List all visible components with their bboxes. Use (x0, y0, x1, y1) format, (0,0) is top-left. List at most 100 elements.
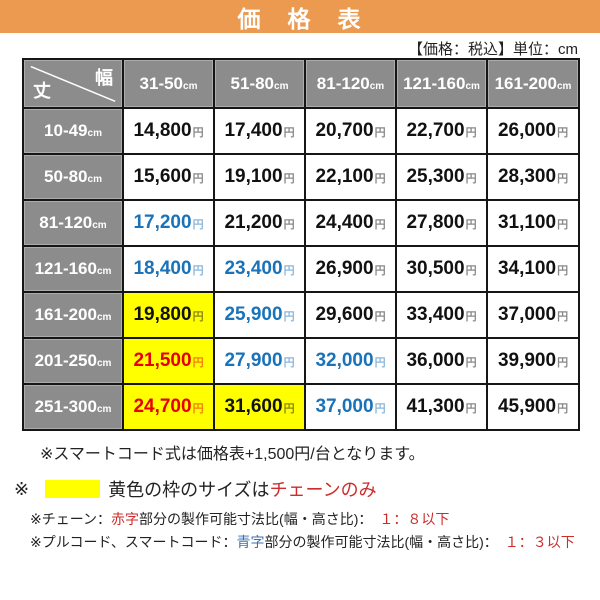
note-segment: 部分の製作可能寸法比(幅・高さ比)： (264, 534, 491, 550)
yen-suffix: 円 (465, 311, 477, 323)
price-cell: 17,200円 (122, 199, 215, 247)
yen-suffix: 円 (192, 357, 204, 369)
diagonal-line-icon (30, 65, 116, 103)
price-value: 37,000 (315, 396, 374, 417)
price-cell: 37,000円 (304, 383, 397, 431)
col-header: 81-120cm (304, 58, 397, 109)
price-cell: 26,900円 (304, 245, 397, 293)
yen-suffix: 円 (557, 357, 569, 369)
note-segment: １：３以下 (490, 534, 575, 550)
row-header-unit: cm (96, 312, 112, 323)
yen-suffix: 円 (374, 311, 386, 323)
yellow-swatch (45, 480, 101, 498)
yen-suffix: 円 (374, 265, 386, 277)
price-value: 31,100 (497, 212, 557, 233)
price-value: 17,200 (133, 212, 192, 233)
yen-suffix: 円 (557, 265, 569, 277)
note2-red-text: チェーンのみ (269, 480, 377, 500)
page-title: 価 格 表 (237, 5, 363, 32)
row-header-range: 161-200 (34, 305, 97, 324)
price-cell: 31,600円 (213, 383, 306, 431)
yen-suffix: 円 (374, 173, 386, 185)
price-cell: 19,800円 (122, 291, 215, 339)
price-value: 22,100 (315, 166, 374, 187)
yen-suffix: 円 (192, 265, 204, 277)
table-corner-cell: 幅丈 (22, 58, 124, 109)
price-value: 37,000 (497, 304, 557, 325)
price-cell: 24,700円 (122, 383, 215, 431)
yen-suffix: 円 (557, 127, 569, 139)
yen-suffix: 円 (192, 403, 204, 415)
row-header-range: 201-250 (34, 351, 97, 370)
price-cell: 22,700円 (395, 107, 488, 155)
yen-suffix: 円 (283, 357, 295, 369)
yen-suffix: 円 (283, 403, 295, 415)
col-header-unit: cm (274, 80, 289, 92)
row-header-range: 251-300 (34, 397, 97, 416)
yen-suffix: 円 (557, 403, 569, 415)
col-header: 31-50cm (122, 58, 215, 109)
price-value: 45,900 (497, 396, 557, 417)
row-header-range: 10-49 (44, 121, 88, 140)
note2-text: 黄色の枠のサイズは (108, 480, 270, 500)
price-value: 25,900 (224, 304, 283, 325)
table-row: 201-250cm 21,500円 27,900円 32,000円 36,000円 39,… (22, 337, 580, 385)
note-chain-ratio: ※チェーン：赤字部分の製作可能寸法比(幅・高さ比)： １：８以下 (30, 509, 600, 529)
note-yellow-legend: ※ 黄色の枠のサイズは チェーンのみ (14, 476, 600, 502)
row-header: 10-49cm (22, 107, 124, 155)
col-header-unit: cm (465, 80, 480, 92)
yen-suffix: 円 (374, 403, 386, 415)
yen-suffix: 円 (557, 219, 569, 231)
yen-suffix: 円 (465, 403, 477, 415)
price-value: 27,800 (406, 212, 465, 233)
yen-suffix: 円 (374, 127, 386, 139)
yen-suffix: 円 (465, 219, 477, 231)
price-cell: 29,600円 (304, 291, 397, 339)
table-row: 161-200cm 19,800円 25,900円 29,600円 33,400円 37,… (22, 291, 580, 339)
col-header: 121-160cm (395, 58, 488, 109)
yen-suffix: 円 (283, 265, 295, 277)
price-value: 31,600 (224, 396, 283, 417)
price-cell: 27,900円 (213, 337, 306, 385)
col-header-unit: cm (369, 80, 385, 92)
yen-suffix: 円 (192, 127, 204, 139)
price-value: 20,700 (315, 120, 374, 141)
price-value: 41,300 (406, 396, 465, 417)
price-value: 15,600 (133, 166, 192, 187)
row-header: 81-120cm (22, 199, 124, 247)
price-cell: 24,400円 (304, 199, 397, 247)
price-cell: 23,400円 (213, 245, 306, 293)
price-cell: 36,000円 (395, 337, 488, 385)
yen-suffix: 円 (192, 219, 204, 231)
col-header-unit: cm (183, 80, 198, 92)
yen-suffix: 円 (374, 219, 386, 231)
row-header-unit: cm (96, 266, 112, 277)
note-smartcord: ※スマートコード式は価格表+1,500円/台となります。 (40, 446, 425, 463)
row-header-unit: cm (96, 404, 112, 415)
yen-suffix: 円 (557, 173, 569, 185)
price-value: 17,400 (224, 120, 283, 141)
yen-suffix: 円 (192, 173, 204, 185)
price-table: 幅丈 31-50cm 51-80cm 81-120cm 121-160cm 161-200… (22, 58, 580, 431)
row-header: 251-300cm (22, 383, 124, 431)
note-segment: ※プルコード、スマートコード： (30, 534, 237, 550)
yen-suffix: 円 (465, 357, 477, 369)
row-header: 201-250cm (22, 337, 124, 385)
price-value: 27,900 (224, 350, 283, 371)
yen-suffix: 円 (283, 173, 295, 185)
col-header-unit: cm (556, 80, 572, 92)
col-header-range: 31-50 (139, 73, 184, 93)
row-header-range: 81-120 (39, 213, 93, 232)
price-cell: 37,000円 (486, 291, 580, 339)
corner-label-width: 幅 (95, 68, 113, 88)
price-cell: 25,900円 (213, 291, 306, 339)
note-segment: 赤字 (111, 511, 140, 527)
price-cell: 45,900円 (486, 383, 580, 431)
table-row: 10-49cm 14,800円 17,400円 20,700円 22,700円 26,00… (22, 107, 580, 155)
price-value: 21,500 (133, 350, 192, 371)
yen-suffix: 円 (465, 265, 477, 277)
price-value: 25,300 (406, 166, 465, 187)
price-value: 26,000 (497, 120, 557, 141)
price-value: 19,800 (133, 304, 192, 325)
price-cell: 27,800円 (395, 199, 488, 247)
